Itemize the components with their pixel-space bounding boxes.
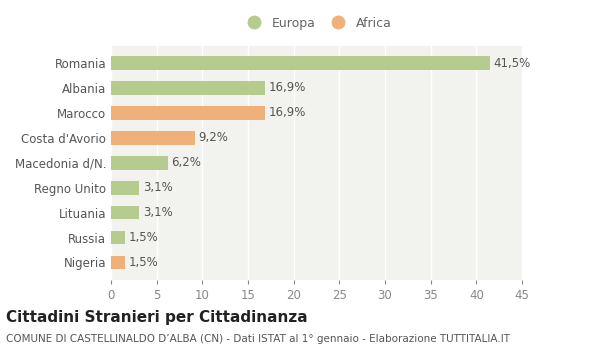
Text: Cittadini Stranieri per Cittadinanza: Cittadini Stranieri per Cittadinanza	[6, 310, 308, 325]
Bar	[111, 181, 139, 195]
Bar	[111, 206, 139, 219]
Text: 16,9%: 16,9%	[269, 106, 307, 119]
Text: 9,2%: 9,2%	[199, 131, 229, 144]
Bar	[111, 231, 125, 244]
Text: 1,5%: 1,5%	[128, 231, 158, 244]
Text: 3,1%: 3,1%	[143, 181, 173, 194]
Bar	[111, 256, 125, 270]
Text: 16,9%: 16,9%	[269, 82, 307, 95]
Bar	[111, 156, 167, 170]
Text: 6,2%: 6,2%	[171, 156, 201, 169]
Bar	[111, 131, 195, 145]
Text: 1,5%: 1,5%	[128, 256, 158, 269]
Bar	[111, 56, 490, 70]
Text: 3,1%: 3,1%	[143, 206, 173, 219]
Text: 41,5%: 41,5%	[494, 56, 531, 70]
Bar	[111, 106, 265, 120]
Legend: Europa, Africa: Europa, Africa	[239, 14, 394, 32]
Text: COMUNE DI CASTELLINALDO D’ALBA (CN) - Dati ISTAT al 1° gennaio - Elaborazione TU: COMUNE DI CASTELLINALDO D’ALBA (CN) - Da…	[6, 334, 510, 344]
Bar	[111, 81, 265, 95]
